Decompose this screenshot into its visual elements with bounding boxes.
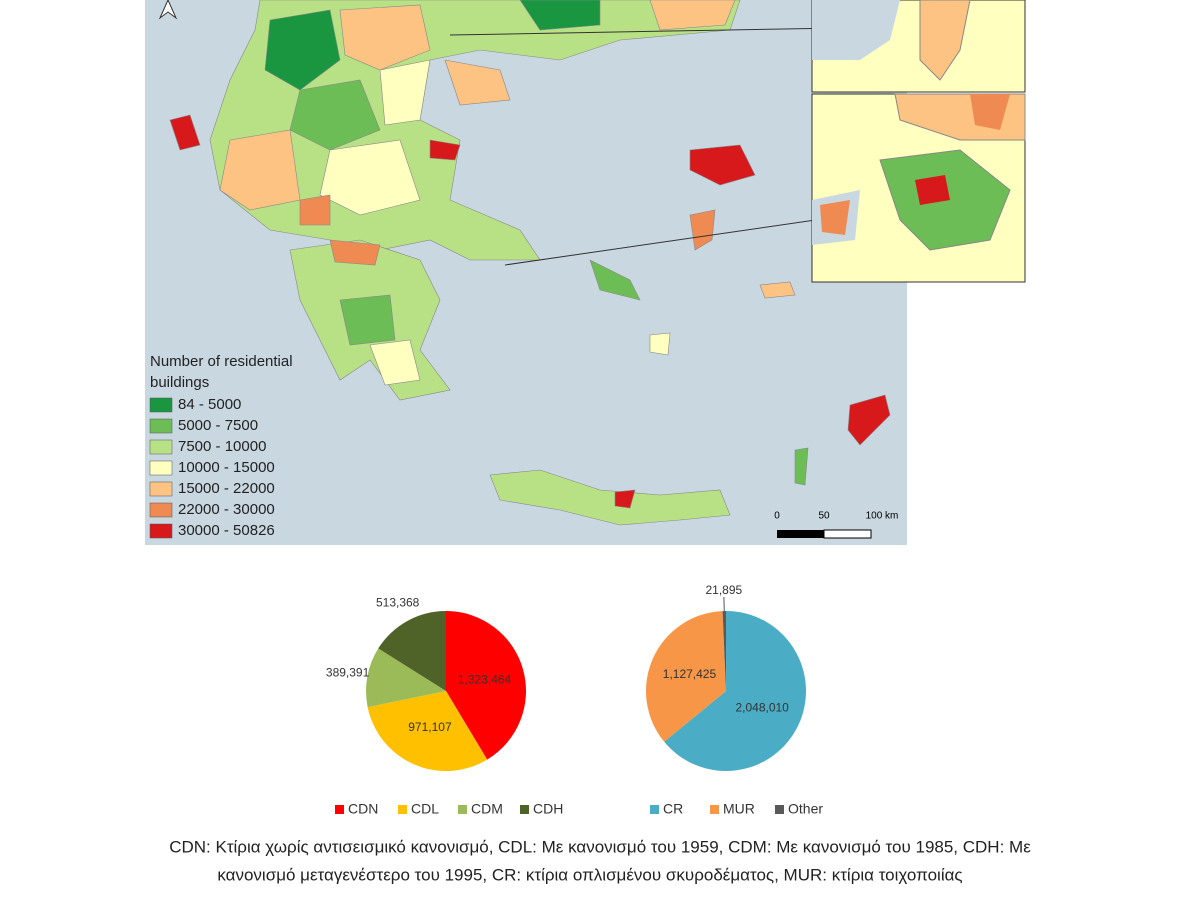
north-arrow [158,0,178,20]
legend-label: CDH [533,801,563,817]
data-label: 389,391 [326,665,370,679]
island [847,394,891,446]
legend-swatch [398,805,407,814]
legend-label: 7500 - 10000 [178,438,266,455]
island [169,114,201,151]
legend-label: CDM [471,801,503,817]
inset-region [915,175,950,205]
region [429,139,461,161]
region [219,129,301,211]
region [264,9,341,91]
inset-sea [812,0,900,60]
scale-label: 100 km [866,511,899,522]
island [649,332,671,356]
pie-slice [646,611,726,742]
legend-swatch [149,481,173,497]
region [649,0,736,31]
legend-label: CDL [411,801,439,817]
pie-slice [722,611,726,691]
legend-label: 84 - 5000 [178,396,241,413]
scale-segment [823,529,872,539]
region [369,339,421,386]
legend-swatch [775,805,784,814]
region [299,194,331,226]
legend-swatch [520,805,529,814]
legend-swatch [710,805,719,814]
pie-slice [367,691,488,772]
region [319,139,421,216]
island [794,447,809,486]
region [444,59,511,106]
legend-title: buildings [150,374,209,391]
data-label: 1,323,464 [458,672,512,686]
pie-slice [378,611,446,691]
legend-label: 5000 - 7500 [178,417,258,434]
legend-label: 22000 - 30000 [178,501,275,518]
legend-swatch [149,523,173,539]
data-label: 513,368 [376,596,420,610]
caption: κανονισμό μεταγενέστερο του 1995, CR: κτ… [217,865,962,884]
caption: CDN: Κτίρια χωρίς αντισεισμικό κανονισμό… [169,837,1031,856]
region [329,239,381,266]
legend-swatch [149,502,173,518]
data-label: 21,895 [705,583,742,597]
region [379,59,431,126]
legend-label: 15000 - 22000 [178,480,275,497]
legend-title: Number of residential [150,353,293,370]
pie-slice [664,611,807,772]
island [689,144,756,186]
legend-swatch [458,805,467,814]
region [614,489,636,509]
data-label: 1,127,425 [663,667,717,681]
legend-label: CR [663,801,683,817]
data-label: 971,107 [408,720,452,734]
region [339,294,396,346]
region [289,79,381,151]
legend-swatch [149,397,173,413]
pie-slice [446,611,527,760]
legend-swatch [335,805,344,814]
map-legend: Number of residential buildings 84 - 500… [149,353,293,539]
island [589,259,641,301]
inset-region [820,200,850,235]
inset-region [919,0,971,81]
inset-region [970,94,1010,130]
legend-label: MUR [723,801,755,817]
map: Number of residential buildings 84 - 500… [145,0,1026,545]
scale-segment [777,530,824,538]
legend-label: CDN [348,801,378,817]
legend-swatch [149,460,173,476]
island [759,281,796,299]
crete [489,469,731,526]
inset-pointer [504,214,851,266]
scale-label: 0 [774,511,780,522]
region [519,0,601,31]
legend-label: Other [788,801,823,817]
legend-swatch [149,439,173,455]
legend-swatch [650,805,659,814]
island [689,209,716,251]
data-label: 2,048,010 [735,700,789,714]
pie-slice [366,648,446,708]
inset-pointer [449,27,841,36]
legend-label: 30000 - 50826 [178,522,275,539]
legend-label: 10000 - 15000 [178,459,275,476]
legend-swatch [149,418,173,434]
scale-bar: 0 50 100 km [774,511,899,539]
scale-label: 50 [818,511,830,522]
region [339,4,431,71]
